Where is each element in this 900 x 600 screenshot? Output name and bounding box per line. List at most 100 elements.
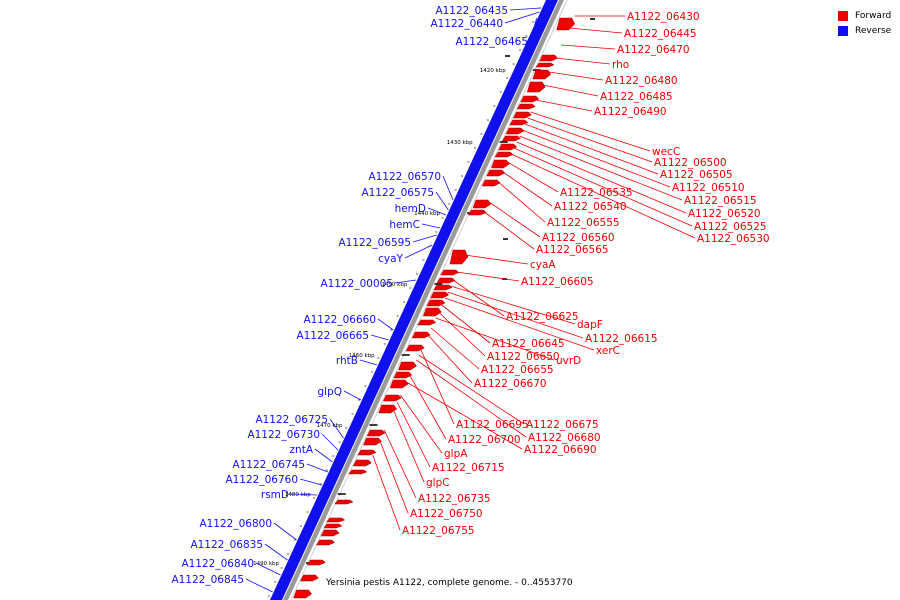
forward-gene-label[interactable]: A1122_06560 [542, 232, 615, 244]
forward-gene-label[interactable]: A1122_06565 [536, 244, 609, 256]
forward-gene [526, 81, 546, 93]
forward-gene-label[interactable]: A1122_06625 [506, 311, 579, 323]
forward-gene-label[interactable]: A1122_06735 [418, 493, 491, 505]
reverse-gene-label[interactable]: A1122_06760 [225, 474, 298, 486]
forward-gene-label[interactable]: A1122_06430 [627, 11, 700, 23]
forward-gene-label[interactable]: xerC [596, 345, 620, 357]
forward-gene-label[interactable]: wecC [652, 146, 680, 158]
reverse-gene-label[interactable]: A1122_06465 [455, 36, 528, 48]
forward-gene [520, 95, 540, 103]
leader-line [447, 291, 584, 339]
reverse-gene-label[interactable]: hemC [389, 219, 420, 231]
forward-gene-label[interactable]: A1122_06500 [654, 157, 727, 169]
leader-line [513, 147, 693, 227]
forward-gene [293, 589, 312, 599]
leader-line [394, 279, 417, 284]
forward-gene-label[interactable]: A1122_06750 [410, 508, 483, 520]
forward-gene [556, 17, 576, 31]
leader-line [383, 429, 417, 499]
forward-gene-label[interactable]: glpA [444, 448, 468, 460]
forward-gene [326, 517, 346, 523]
forward-gene-label[interactable]: A1122_06525 [694, 221, 767, 233]
forward-gene-label[interactable]: A1122_06480 [605, 75, 678, 87]
reverse-gene-label[interactable]: hemD [395, 203, 426, 215]
reverse-gene-label[interactable]: A1122_06665 [296, 330, 369, 342]
forward-gene-label[interactable]: rho [612, 59, 629, 71]
leader-line [299, 478, 323, 486]
forward-gene [334, 499, 354, 505]
reverse-gene-label[interactable]: A1122_06725 [255, 414, 328, 426]
reverse-gene-label[interactable]: zntA [290, 444, 314, 456]
reverse-gene-label[interactable]: A1122_06570 [368, 171, 441, 183]
reverse-gene-label[interactable]: A1122_06800 [199, 518, 272, 530]
forward-gene-label[interactable]: A1122_06490 [594, 106, 667, 118]
forward-gene [363, 437, 382, 446]
forward-gene-label[interactable]: A1122_06615 [585, 333, 658, 345]
genome-axis [283, 0, 564, 600]
reverse-gene-label[interactable]: A1122_06435 [435, 5, 508, 17]
reverse-gene-label[interactable]: A1122_06840 [181, 558, 254, 570]
forward-gene-label[interactable]: A1122_06605 [521, 276, 594, 288]
leader-line [421, 223, 441, 229]
leader-line [504, 11, 540, 24]
forward-gene-label[interactable]: A1122_06690 [524, 444, 597, 456]
forward-gene-label[interactable]: A1122_06515 [684, 195, 757, 207]
leader-line [548, 71, 604, 81]
forward-gene-label[interactable]: A1122_06680 [528, 432, 601, 444]
leader-line [418, 354, 525, 425]
reverse-gene-label[interactable]: A1122_06845 [171, 574, 244, 586]
leader-line [530, 111, 651, 152]
leader-line [435, 317, 555, 361]
forward-gene-label[interactable]: A1122_06535 [560, 187, 633, 199]
forward-gene-label[interactable]: A1122_06510 [672, 182, 745, 194]
legend-forward-label: Forward [855, 10, 892, 21]
forward-gene [433, 284, 453, 291]
forward-gene-label[interactable]: A1122_06695 [456, 419, 529, 431]
reverse-gene-label[interactable]: A1122_06730 [247, 429, 320, 441]
forward-gene-label[interactable]: A1122_06655 [481, 364, 554, 376]
reverse-gene-label[interactable]: A1122_06660 [303, 314, 376, 326]
leader-line [370, 334, 389, 341]
forward-gene-label[interactable]: A1122_06485 [600, 91, 673, 103]
leader-line [502, 171, 553, 207]
forward-gene [426, 299, 446, 307]
forward-gene [472, 199, 492, 209]
reverse-gene-label[interactable]: A1122_06595 [338, 237, 411, 249]
reverse-gene-label[interactable]: cyaY [378, 253, 403, 265]
leader-line [290, 493, 318, 496]
forward-gene-label[interactable]: uvrD [556, 355, 581, 367]
forward-gene-label[interactable]: A1122_06670 [474, 378, 547, 390]
reverse-gene-label[interactable]: A1122_06835 [190, 539, 263, 551]
forward-gene-label[interactable]: A1122_06700 [448, 434, 521, 446]
reverse-gene-label[interactable]: A1122_00005 [320, 278, 393, 290]
forward-gene-label[interactable]: A1122_06675 [526, 419, 599, 431]
forward-gene-label[interactable]: A1122_06555 [547, 217, 620, 229]
forward-gene-label[interactable]: A1122_06520 [688, 208, 761, 220]
reverse-gene-label[interactable]: glpQ [317, 386, 342, 398]
forward-gene-label[interactable]: A1122_06505 [660, 169, 733, 181]
leader-line [264, 543, 288, 561]
leader-line [522, 129, 671, 188]
forward-gene-label[interactable]: cyaA [530, 259, 556, 271]
forward-gene-label[interactable]: glpC [426, 477, 450, 489]
forward-gene-label[interactable]: A1122_06445 [624, 28, 697, 40]
forward-gene-label[interactable]: A1122_06530 [697, 233, 770, 245]
reverse-gene-label[interactable]: A1122_06575 [361, 187, 434, 199]
leader-line [535, 99, 593, 112]
legend: Forward Reverse [838, 8, 891, 38]
forward-gene-label[interactable]: A1122_06470 [617, 44, 690, 56]
forward-gene-label[interactable]: A1122_06755 [402, 525, 475, 537]
forward-gene [532, 69, 552, 80]
forward-gene-label[interactable]: A1122_06650 [487, 351, 560, 363]
forward-gene [323, 523, 343, 529]
reverse-gene-label[interactable]: rhtB [336, 355, 358, 367]
reverse-gene-label[interactable]: A1122_06440 [430, 18, 503, 30]
reverse-gene-label[interactable]: rsmD [261, 489, 289, 501]
forward-gene-label[interactable]: dapF [577, 319, 603, 331]
forward-gene-label[interactable]: A1122_06715 [432, 462, 505, 474]
reverse-gene-label[interactable]: A1122_06745 [232, 459, 305, 471]
forward-gene-label[interactable]: A1122_06645 [492, 338, 565, 350]
forward-gene-label[interactable]: A1122_06540 [554, 201, 627, 213]
